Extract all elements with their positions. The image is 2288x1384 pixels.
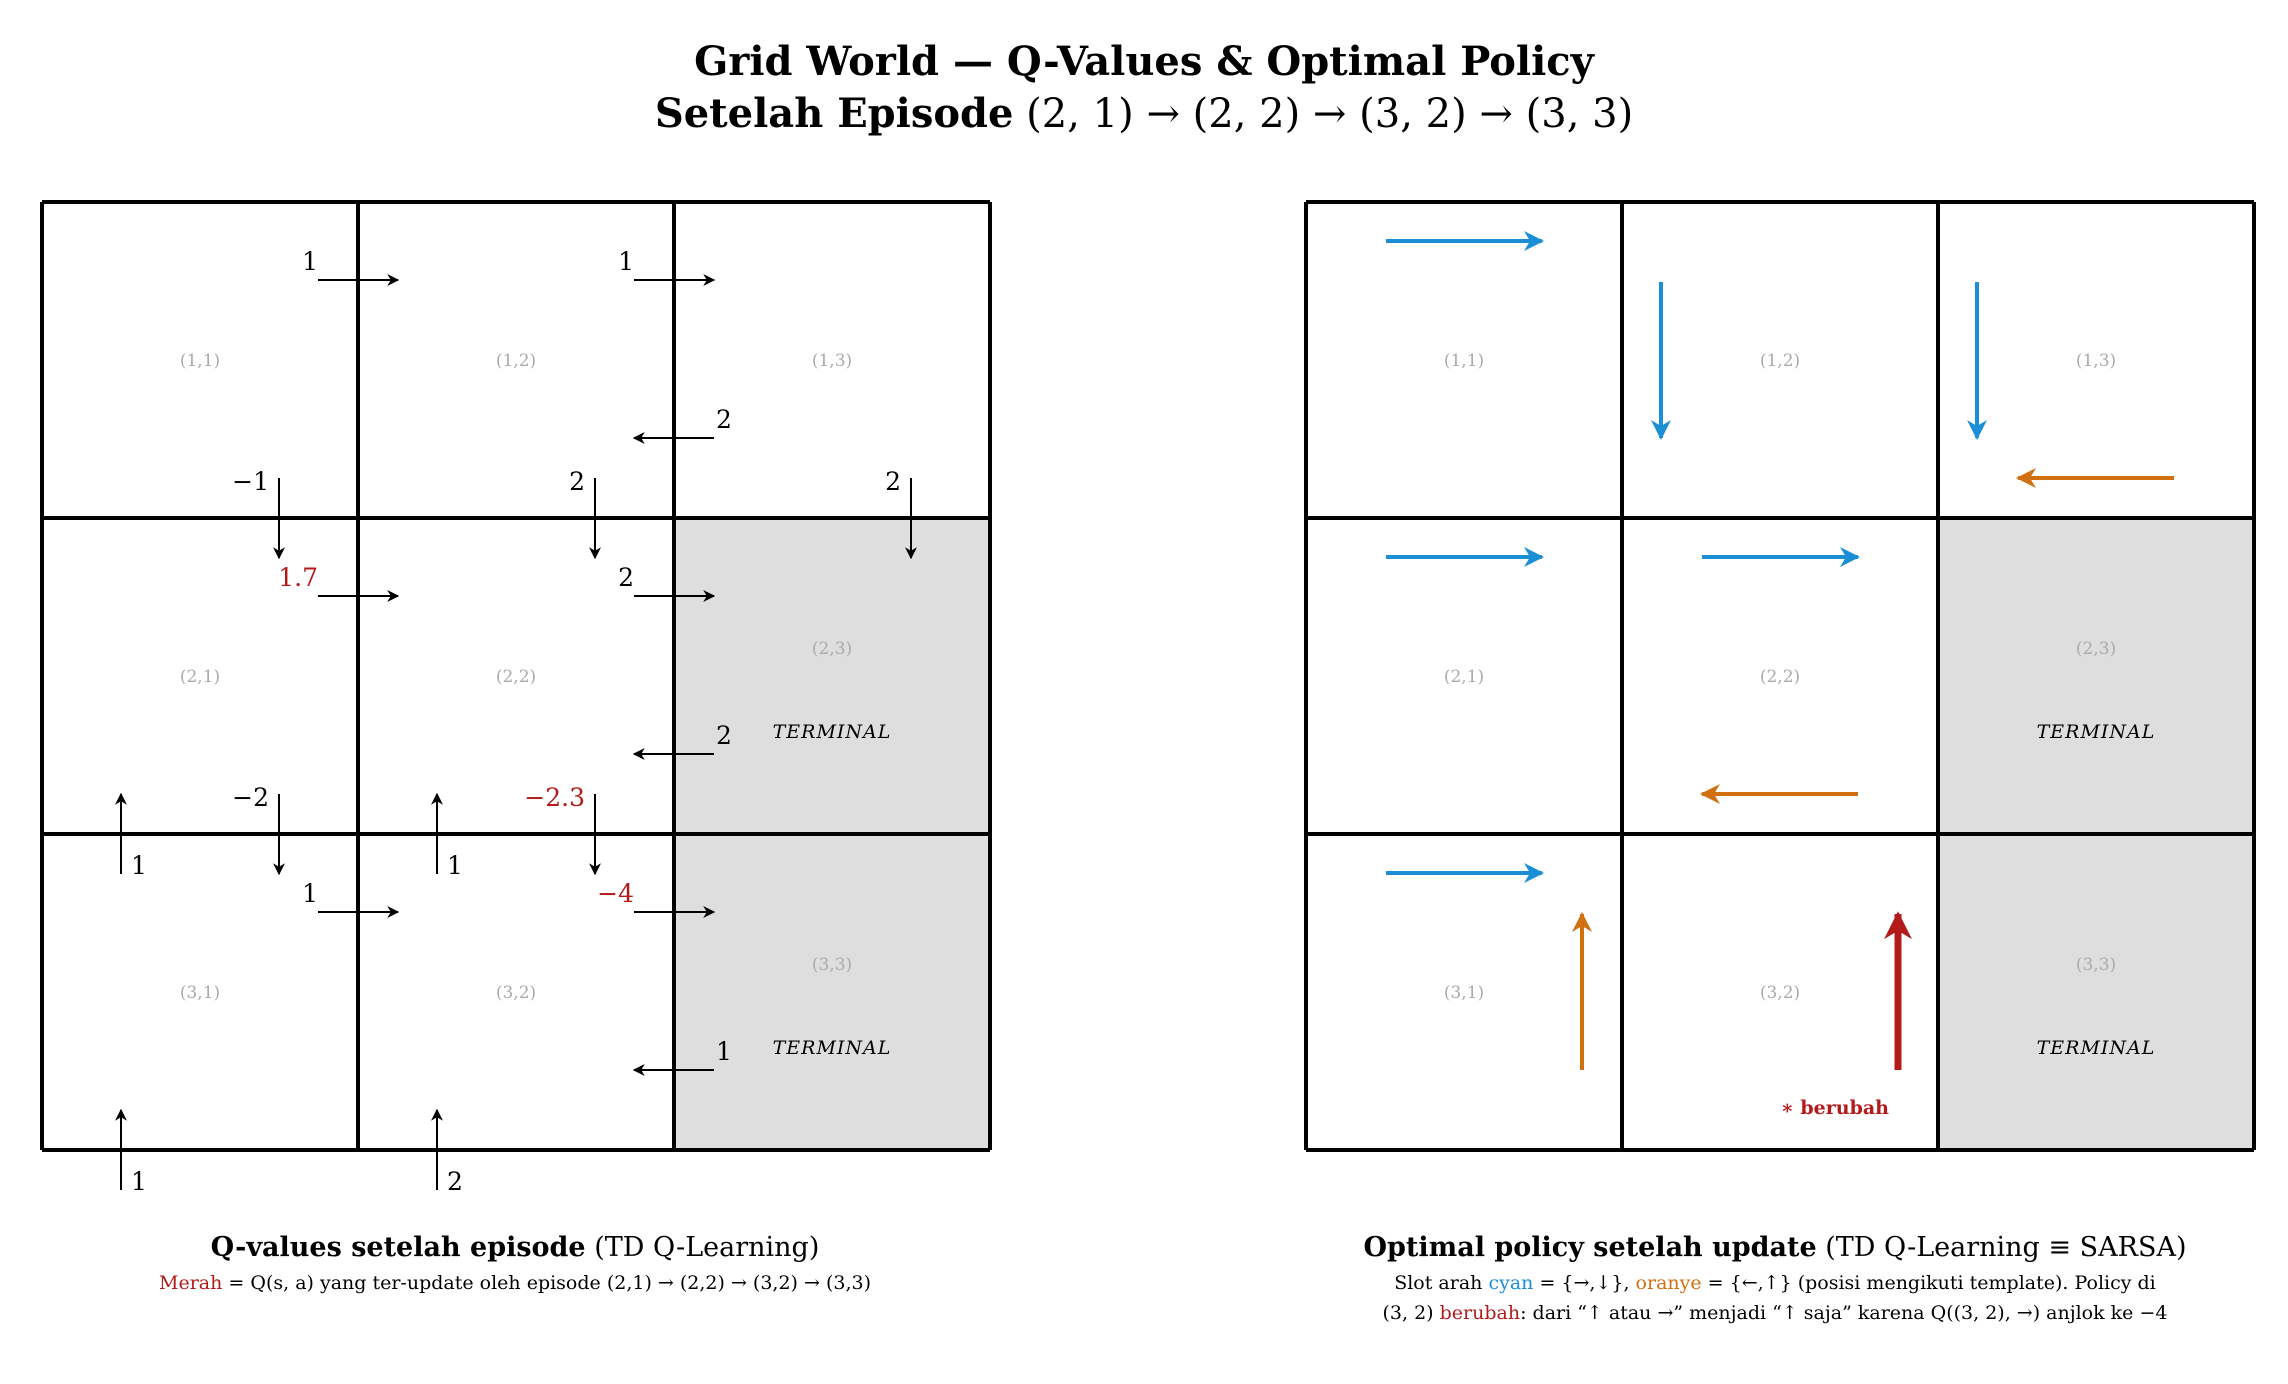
q-cell-label: (2,1)	[180, 667, 220, 687]
left-caption-rest: (TD Q-Learning)	[585, 1232, 820, 1263]
q-value: 2	[447, 1167, 463, 1196]
q-value-updated: −2.3	[524, 783, 585, 812]
q-value: 2	[716, 405, 732, 434]
q-cell-1-2	[358, 202, 674, 518]
policy-cell-label: (3,1)	[1444, 983, 1484, 1003]
policy-cell-2-1	[1306, 518, 1622, 834]
rc-l1-a: Slot arah	[1394, 1272, 1489, 1294]
rc-l1-c: = {←,↑} (posisi mengikuti template). Pol…	[1701, 1272, 2156, 1294]
right-caption-bold: Optimal policy setelah update	[1363, 1232, 1817, 1263]
q-cell-label: (3,2)	[496, 983, 536, 1003]
q-cell-label: (2,3)	[812, 639, 852, 659]
right-caption-head: Optimal policy setelah update (TD Q-Lear…	[1300, 1228, 2250, 1268]
q-values-grid: (1,1) (1,2) (1,3) (2,1) (2,2) (2,3) TERMINAL (3…	[40, 200, 992, 1196]
q-value: 1	[447, 851, 463, 880]
policy-cell-label: (2,3)	[2076, 639, 2116, 659]
rc-l2-a: (3, 2)	[1382, 1302, 1440, 1324]
q-value: 1	[302, 879, 318, 908]
policy-cell-label: (2,2)	[1760, 667, 1800, 687]
q-cell-3-3	[674, 834, 990, 1150]
q-value: 2	[885, 467, 901, 496]
figure-title: Grid World — Q-Values & Optimal Policy S…	[0, 36, 2288, 140]
changed-note: ∗ berubah	[1781, 1097, 1890, 1119]
right-caption-line-2: (3, 2) berubah: dari “↑ atau →” menjadi …	[1300, 1298, 2250, 1328]
q-value-updated: 1.7	[278, 563, 318, 592]
left-caption: Q-values setelah episode (TD Q-Learning)…	[40, 1228, 990, 1298]
left-caption-sub: Merah = Q(s, a) yang ter-update oleh epi…	[40, 1268, 990, 1298]
q-value: 2	[618, 563, 634, 592]
rc-l1-b: = {→,↓},	[1533, 1272, 1636, 1294]
q-terminal-label: TERMINAL	[773, 1037, 892, 1059]
q-value: 1	[302, 247, 318, 276]
q-terminal-label: TERMINAL	[773, 721, 892, 743]
policy-cell-label: (3,2)	[1760, 983, 1800, 1003]
rc-l2-red: berubah	[1439, 1302, 1521, 1324]
policy-cell-3-3	[1938, 834, 2254, 1150]
policy-cell-1-1	[1306, 202, 1622, 518]
right-caption-line-1: Slot arah cyan = {→,↓}, oranye = {←,↑} (…	[1300, 1268, 2250, 1298]
policy-cell-1-2	[1622, 202, 1938, 518]
left-caption-red: Merah	[159, 1272, 223, 1294]
q-cell-3-2	[358, 834, 674, 1150]
right-caption-rest: (TD Q-Learning ≡ SARSA)	[1816, 1232, 2187, 1263]
q-cell-label: (1,1)	[180, 351, 220, 371]
policy-cell-label: (3,3)	[2076, 955, 2116, 975]
q-value: −2	[232, 783, 269, 812]
q-value: 2	[716, 721, 732, 750]
q-value: 1	[618, 247, 634, 276]
policy-terminal-label: TERMINAL	[2037, 1037, 2156, 1059]
left-caption-head: Q-values setelah episode (TD Q-Learning)	[40, 1228, 990, 1268]
policy-cell-2-3	[1938, 518, 2254, 834]
q-cell-label: (3,3)	[812, 955, 852, 975]
q-cell-label: (1,3)	[812, 351, 852, 371]
policy-cell-2-2	[1622, 518, 1938, 834]
q-value: 1	[131, 851, 147, 880]
title-line-2-rest: (2, 1) → (2, 2) → (3, 2) → (3, 3)	[1013, 91, 1634, 137]
q-cell-1-3	[674, 202, 990, 518]
policy-terminal-label: TERMINAL	[2037, 721, 2156, 743]
q-cell-1-1	[42, 202, 358, 518]
policy-cell-label: (2,1)	[1444, 667, 1484, 687]
policy-cell-3-2	[1622, 834, 1938, 1150]
rc-l2-b: : dari “↑ atau →” menjadi “↑ saja” karen…	[1520, 1302, 2168, 1324]
title-line-2-bold: Setelah Episode	[654, 90, 1014, 137]
policy-cell-label: (1,2)	[1760, 351, 1800, 371]
title-line-1: Grid World — Q-Values & Optimal Policy	[694, 38, 1594, 85]
q-cell-label: (3,1)	[180, 983, 220, 1003]
left-caption-bold: Q-values setelah episode	[210, 1232, 586, 1263]
q-value: −1	[232, 467, 269, 496]
policy-cell-label: (1,3)	[2076, 351, 2116, 371]
q-cell-label: (2,2)	[496, 667, 536, 687]
policy-cell-3-1	[1306, 834, 1622, 1150]
title-line-2: Setelah Episode (2, 1) → (2, 2) → (3, 2)…	[0, 88, 2288, 140]
policy-cell-label: (1,1)	[1444, 351, 1484, 371]
q-value: 1	[131, 1167, 147, 1196]
q-cell-2-3	[674, 518, 990, 834]
rc-l1-cyan: cyan	[1488, 1272, 1534, 1294]
policy-cell-1-3	[1938, 202, 2254, 518]
left-caption-sub-rest: = Q(s, a) yang ter-update oleh episode (…	[222, 1272, 871, 1294]
q-value: 1	[716, 1037, 732, 1066]
q-value-updated: −4	[597, 879, 634, 908]
q-value: 2	[569, 467, 585, 496]
q-cell-2-2	[358, 518, 674, 834]
q-cell-3-1	[42, 834, 358, 1150]
q-cell-label: (1,2)	[496, 351, 536, 371]
policy-grid: (1,1) (1,2) (1,3) (2,1) (2,2) (2,3) TERMINAL (3…	[1304, 200, 2256, 1152]
right-caption: Optimal policy setelah update (TD Q-Lear…	[1300, 1228, 2250, 1328]
rc-l1-orange: oranye	[1635, 1272, 1702, 1294]
q-cell-2-1	[42, 518, 358, 834]
